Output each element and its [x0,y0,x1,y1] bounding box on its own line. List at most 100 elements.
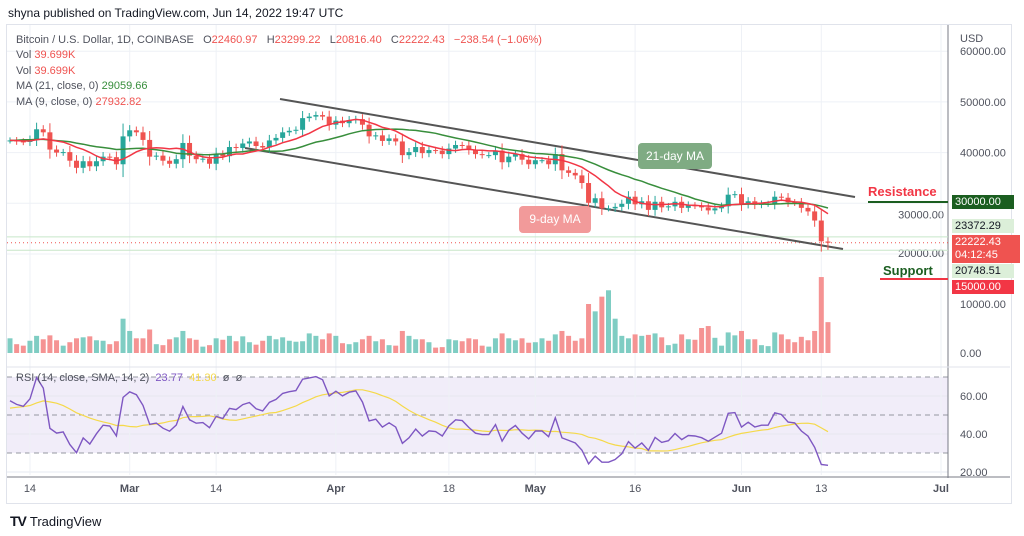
vol-value: 39.699K [34,49,76,62]
candle-body [47,132,53,150]
volume-bar [359,339,365,353]
candle [226,140,232,163]
last-price-tag: 22222.43 04:12:45 [952,235,1020,263]
candle-body [313,115,319,117]
volume-bar [579,338,585,353]
symbol: Bitcoin / U.S. Dollar, 1D, COINBASE [16,34,194,46]
candle [167,156,173,168]
volume-bar [386,345,392,353]
volume-bar [246,342,252,353]
candle [180,134,186,168]
candle-body [160,155,166,161]
open-value: 22460.97 [211,34,258,46]
candle-body [233,147,239,149]
candle-body [187,142,193,156]
low-label: L [329,34,336,46]
volume-bar [207,345,212,353]
candle-body [526,159,532,165]
volume-bar [193,339,199,353]
candle [459,141,465,149]
volume-bar [320,339,326,353]
candle [685,201,691,212]
candle-body [273,137,279,141]
volume-bar [426,342,432,353]
volume-bar [353,342,359,353]
candle [473,145,478,159]
candle-body [559,154,565,171]
candle-body [453,144,459,149]
volume-bar [812,330,818,353]
candle [133,126,139,137]
candle-body [207,158,212,164]
candle [652,195,658,216]
candle-body [213,154,219,164]
volume-bar [153,344,159,353]
ma9-value: 27932.82 [95,95,142,108]
close-value: 22222.43 [398,34,445,46]
candle-body [426,150,432,154]
volume-bar [459,341,465,353]
candle-body [359,119,365,125]
volume-bar [725,332,731,353]
candle-body [346,120,352,124]
low-value: 20816.40 [335,34,382,46]
candle-body [812,211,818,221]
candle-body [54,149,60,153]
x-tick: 14 [210,483,222,495]
candle-body [286,130,292,133]
candle-body [625,196,631,204]
candle-body [80,161,86,168]
candle [546,155,552,169]
candle-body [519,154,525,160]
candle [280,127,286,143]
ma9-label: MA (9, close, 0) [16,95,93,108]
candle-body [320,115,326,117]
candle [60,148,66,156]
candle [619,199,625,211]
candle [439,146,445,159]
volume-bar [340,343,345,353]
candle [373,131,379,140]
publish-info: shyna published on TradingView.com, Jun … [8,6,344,20]
rsi-tick: 60.00 [960,391,988,403]
vol-value-2: 39.699K [34,64,76,77]
candle-body [459,144,465,146]
tradingview-logo-icon: TV [10,513,27,529]
candle-body [632,196,638,205]
candle-body [107,156,113,158]
candle [120,123,126,178]
candle-body [739,194,744,205]
candle-body [67,152,73,161]
candle-body [586,183,592,203]
volume-bar [606,290,611,353]
volume-bar [366,335,372,353]
candle [286,127,292,136]
volume-bar [419,339,425,353]
candle-body [40,129,46,133]
candle-body [220,154,226,157]
candle-body [253,141,259,147]
candle [559,145,565,180]
candle [725,187,731,214]
ma9-annotation: 9-day MA [519,206,591,233]
vol-label-2: Vol [16,64,32,77]
candle-body [173,159,179,164]
candle [240,138,246,153]
x-tick: 16 [629,483,641,495]
volume-bar [173,337,179,353]
candle-body [778,196,784,198]
x-tick: Apr [326,483,346,495]
candle [313,111,319,121]
candle [173,154,179,169]
candle [492,145,498,160]
volume-bar [619,335,625,353]
price-tick: 60000.00 [960,46,1006,58]
footer-brand[interactable]: TV TradingView [10,513,101,529]
volume-bar [672,343,678,353]
candle-body [406,152,412,156]
volume-bar [798,336,804,353]
volume-bar [685,339,691,353]
rsi-sma-value: 41.30 [189,372,217,384]
volume-bar [705,326,711,353]
